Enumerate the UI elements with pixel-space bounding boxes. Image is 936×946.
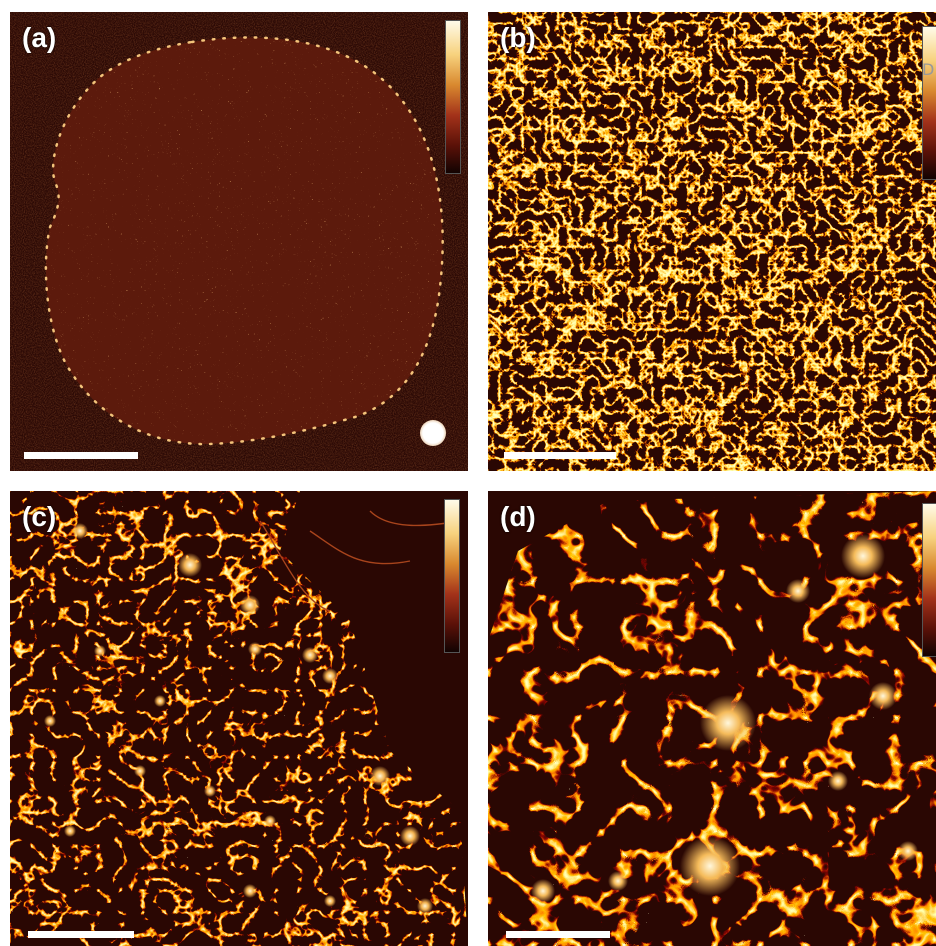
colorbar-b-letter: D bbox=[922, 60, 935, 79]
panel-label-b: (b) bbox=[500, 22, 536, 53]
colorbar-d bbox=[922, 503, 936, 657]
star-nodes-d bbox=[531, 534, 918, 903]
panel-label-a: (a) bbox=[22, 22, 57, 53]
scale-bar-d bbox=[506, 931, 610, 938]
afm-panel-b: D (b) bbox=[488, 12, 936, 471]
panel-label-c: (c) bbox=[22, 501, 57, 532]
scale-bar-c bbox=[28, 931, 134, 938]
scale-bar-b bbox=[504, 452, 616, 459]
scale-bar-a bbox=[24, 452, 138, 459]
afm-panel-a: (a) bbox=[10, 12, 468, 471]
panel-d-image bbox=[488, 491, 936, 946]
afm-panel-c: (c) bbox=[10, 491, 468, 946]
panel-a-image bbox=[10, 12, 468, 471]
panel-label-d: (d) bbox=[500, 501, 536, 532]
afm-panel-d: (d) bbox=[488, 491, 936, 946]
colorbar-a bbox=[445, 20, 461, 174]
panel-b-image bbox=[488, 12, 936, 471]
colorbar-b bbox=[922, 26, 936, 180]
star-nodes-c bbox=[44, 523, 433, 914]
bright-particle bbox=[420, 420, 446, 446]
colorbar-c bbox=[444, 499, 460, 653]
panel-c-image bbox=[10, 491, 468, 946]
